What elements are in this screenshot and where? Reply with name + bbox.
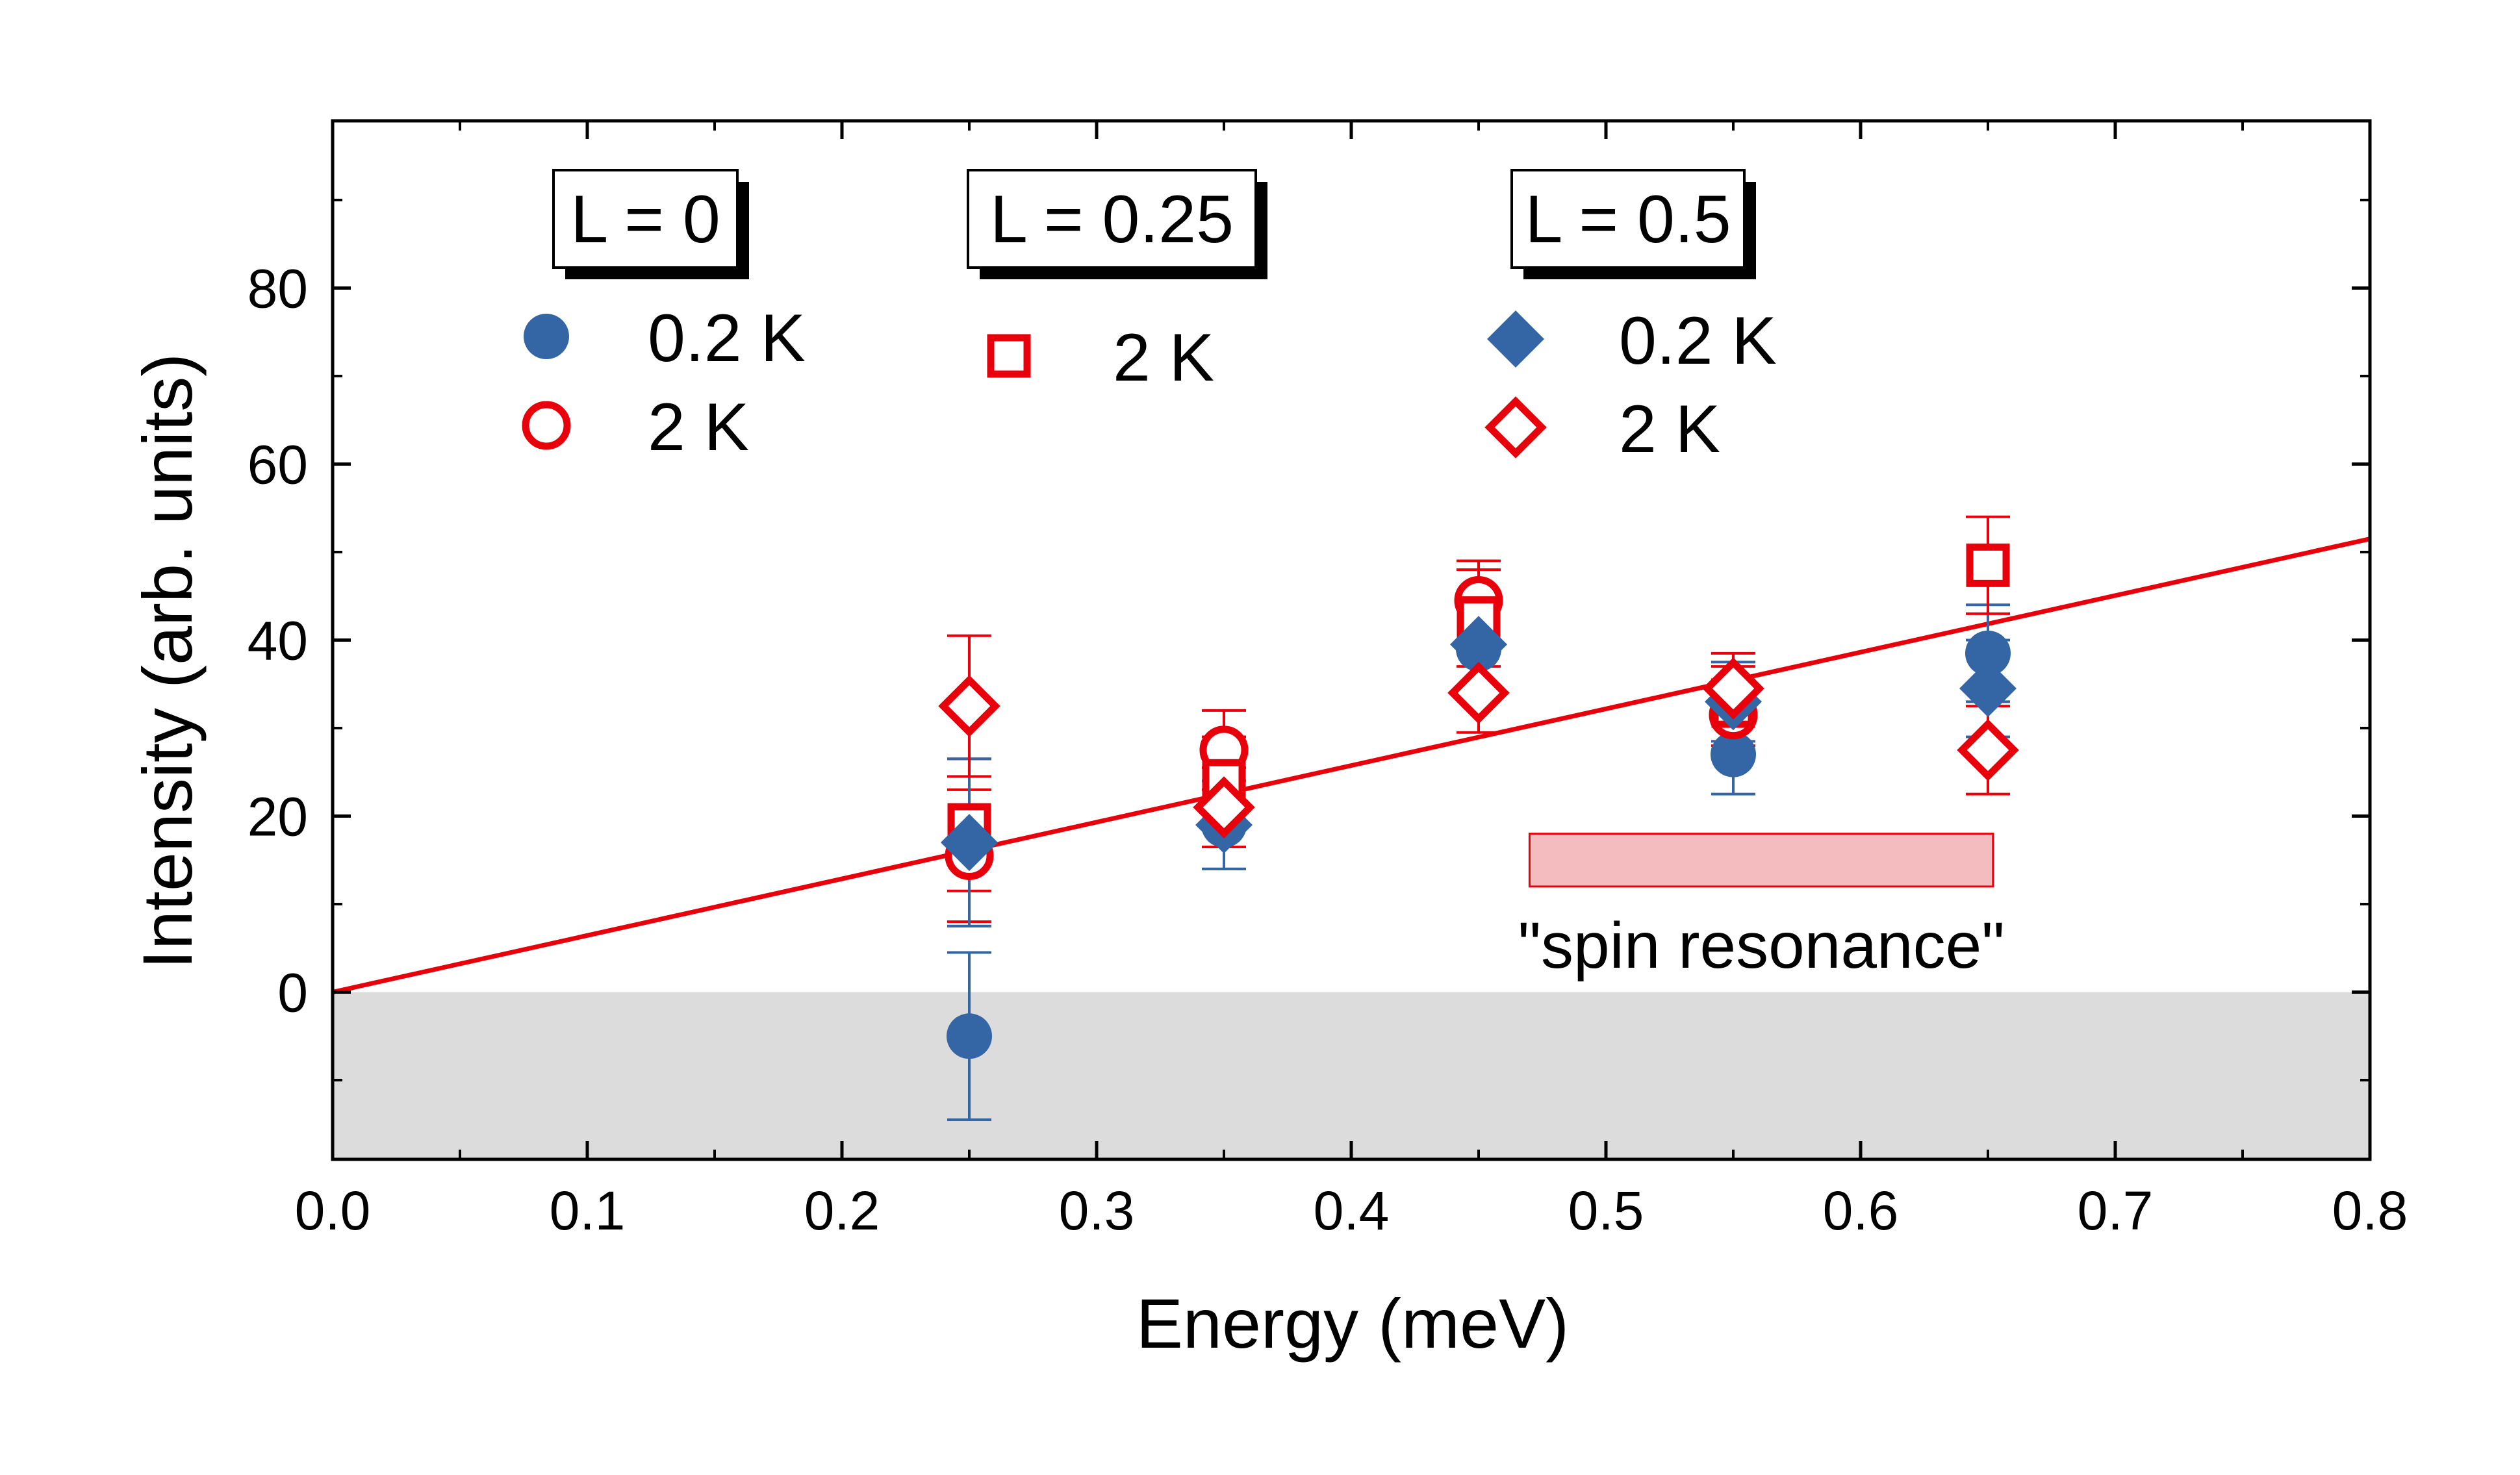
data-point <box>1957 719 2019 781</box>
data-point <box>1959 660 2017 718</box>
legend-title: L = 0.25 <box>990 182 1234 257</box>
y-tick-label: 20 <box>248 787 308 848</box>
legend-marker <box>522 401 571 450</box>
legend-marker <box>524 314 569 359</box>
data-point <box>1450 616 1507 674</box>
legend-title-box <box>552 169 739 269</box>
spin-resonance-label: "spin resonance" <box>1518 909 2005 982</box>
legend-marker <box>1487 310 1544 368</box>
series-markers-4 <box>938 657 2019 838</box>
x-tick-label: 0.8 <box>2332 1180 2408 1241</box>
x-tick-label: 0.5 <box>1568 1180 1644 1241</box>
data-point <box>1965 630 2011 676</box>
legend-label: 0.2 K <box>648 301 806 376</box>
data-point <box>1193 776 1255 838</box>
data-point <box>941 814 998 872</box>
legend-label: 0.2 K <box>1619 303 1777 379</box>
x-tick-label: 0.6 <box>1823 1180 1899 1241</box>
x-tick-label: 0.7 <box>2078 1180 2154 1241</box>
x-tick-label: 0.2 <box>804 1180 880 1241</box>
legend-marker <box>987 334 1031 378</box>
data-point <box>1447 662 1510 724</box>
data-point <box>1711 731 1756 777</box>
axes-frame: 0.0 0.1 0.2 0.3 0.4 0.5 0.6 0.7 0.8 0 20 40 60 80 <box>248 119 2408 1241</box>
data-layer <box>332 515 2371 1122</box>
data-point <box>1966 543 2010 587</box>
y-axis-title: Intensity (arb. units) <box>128 353 207 969</box>
legend-group-2: L = 0.5 0.2 K 2 K <box>1484 169 1777 467</box>
legend-group-0: L = 0 0.2 K 2 K <box>522 169 806 465</box>
fit-line <box>332 536 2371 994</box>
x-tick-label: 0.0 <box>295 1180 371 1241</box>
x-tick-label: 0.4 <box>1314 1180 1390 1241</box>
legend-label: 2 K <box>648 390 749 465</box>
y-tick-label: 0 <box>277 963 308 1024</box>
data-point <box>938 675 1000 737</box>
legend-label: 2 K <box>1113 320 1214 396</box>
legend-title-box <box>1510 169 1746 269</box>
legend-title: L = 0 <box>570 182 720 257</box>
legend: L = 0 0.2 K 2 K L = 0.25 2 K L = 0.5 0.2 K 2 K <box>522 169 1777 467</box>
legend-label: 2 K <box>1619 392 1720 467</box>
data-point <box>1702 657 1764 720</box>
legend-title: L = 0.5 <box>1525 182 1731 257</box>
y-tick-label: 60 <box>248 434 308 495</box>
x-tick-label: 0.3 <box>1059 1180 1135 1241</box>
legend-title-box <box>967 169 1257 269</box>
legend-marker <box>1484 396 1547 459</box>
data-point <box>947 1013 992 1059</box>
series-markers-1 <box>945 576 1758 880</box>
y-tick-label: 80 <box>248 258 308 319</box>
spin-resonance-band <box>1528 833 1994 888</box>
x-tick-label: 0.1 <box>550 1180 626 1241</box>
y-tick-label: 40 <box>248 611 308 672</box>
legend-group-1: L = 0.25 2 K <box>967 169 1267 396</box>
x-axis-title: Energy (meV) <box>1136 1284 1569 1363</box>
plot-background <box>333 833 2370 1159</box>
negative-region <box>333 992 2370 1159</box>
